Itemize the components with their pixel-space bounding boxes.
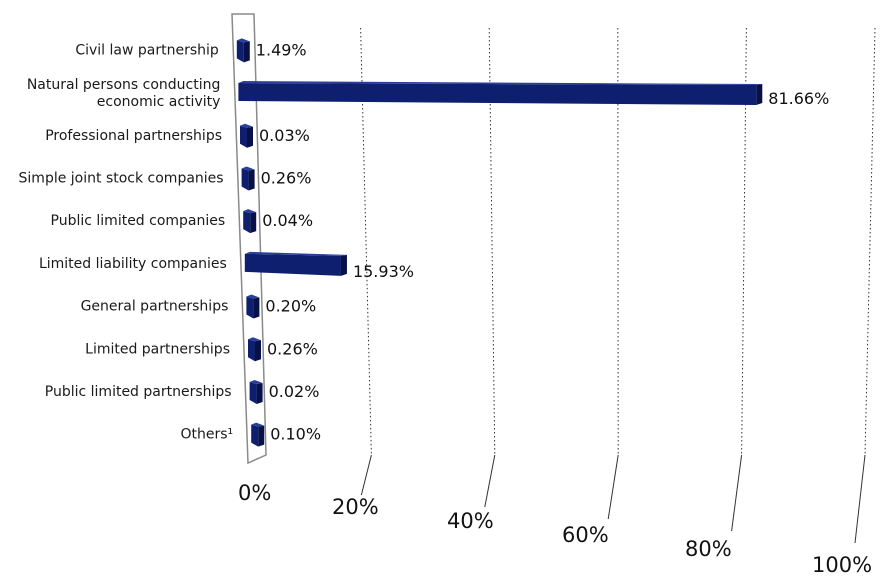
category-label: Others¹ <box>181 427 234 443</box>
category-label: Natural persons conducting economic activ… <box>27 77 221 110</box>
x-tick-label: 20% <box>332 495 379 519</box>
value-label: 0.10% <box>270 425 321 444</box>
floor-tick <box>731 454 743 532</box>
value-label: 0.04% <box>262 211 313 230</box>
gridlines <box>360 27 876 544</box>
value-label: 1.49% <box>256 40 307 59</box>
value-label: 81.66% <box>768 89 829 108</box>
floor-tick <box>360 454 372 496</box>
bar <box>238 83 757 106</box>
value-label: 15.93% <box>353 262 414 281</box>
category-label-line: Public limited partnerships <box>45 384 232 400</box>
bar <box>236 40 244 63</box>
value-label: 0.26% <box>261 168 312 187</box>
category-label: Limited liability companies <box>39 256 227 272</box>
category-label-line: General partnerships <box>81 299 229 315</box>
bar-end-face <box>340 254 347 276</box>
floor-tick <box>854 454 866 544</box>
category-label-line: Simple joint stock companies <box>19 170 224 186</box>
bar-top-face <box>249 379 263 384</box>
bar-end-face <box>756 84 763 106</box>
bar-top-face <box>241 166 255 171</box>
bar-top-face <box>248 337 261 342</box>
bar-end-face <box>256 382 263 404</box>
back-wall <box>231 13 267 465</box>
category-label: Simple joint stock companies <box>19 170 224 186</box>
x-tick-label: 40% <box>447 509 494 533</box>
floor-tick <box>484 454 496 508</box>
bar-top-face <box>251 422 265 427</box>
x-tick-label: 100% <box>812 553 872 577</box>
bar-end-face <box>250 212 257 234</box>
bar-top-face <box>236 38 250 43</box>
x-tick-label: 80% <box>685 537 732 561</box>
value-label: 0.03% <box>259 126 310 145</box>
bar <box>246 296 254 319</box>
bar <box>248 339 255 362</box>
category-label-line: economic activity <box>97 94 221 110</box>
bar-top-face <box>244 251 347 256</box>
bar <box>249 381 257 404</box>
bar-end-face <box>248 169 255 191</box>
bar-end-face <box>247 126 253 148</box>
back-wall-outline <box>231 13 267 465</box>
bars <box>236 38 763 447</box>
value-label: 0.02% <box>269 382 320 401</box>
value-label: 0.20% <box>265 297 316 316</box>
category-label-line: Limited liability companies <box>39 256 227 272</box>
category-label: Civil law partnership <box>75 42 219 58</box>
category-label: Limited partnerships <box>85 341 230 357</box>
category-label: Public limited companies <box>51 213 226 229</box>
bar-end-face <box>255 340 261 362</box>
floor-tick <box>607 454 619 520</box>
category-label-line: Public limited companies <box>51 213 226 229</box>
bar-top-face <box>243 209 257 214</box>
value-label: 0.26% <box>267 339 318 358</box>
category-label-line: Civil law partnership <box>75 42 219 58</box>
category-label: Professional partnerships <box>45 128 222 144</box>
category-label-line: Professional partnerships <box>45 128 222 144</box>
bar-end-face <box>258 425 265 447</box>
value-labels: 1.49% 81.66% 0.03% 0.26% 0.04% 15.93% 0.20% 0.2… <box>256 40 830 443</box>
bar-top-face <box>240 123 253 128</box>
bar <box>243 211 251 234</box>
bar <box>240 125 247 148</box>
category-label-line: Limited partnerships <box>85 341 230 357</box>
x-tick-label: 60% <box>562 523 609 547</box>
x-axis-tick-labels: 0% 20% 40% 60% 80% 100% <box>238 481 872 577</box>
bar <box>244 253 341 276</box>
bar-top-face <box>246 294 260 299</box>
bar-top-face <box>238 81 763 86</box>
category-label-line: Natural persons conducting <box>27 77 221 93</box>
bar-end-face <box>253 297 260 319</box>
gridline <box>864 27 876 456</box>
category-label-line: Others¹ <box>181 427 234 443</box>
category-label: General partnerships <box>81 299 229 315</box>
category-label: Public limited partnerships <box>45 384 232 400</box>
x-tick-label: 0% <box>238 481 271 505</box>
bar-end-face <box>243 41 250 63</box>
bar <box>251 424 259 447</box>
category-labels: Civil law partnership Natural persons con… <box>19 42 234 442</box>
bar <box>241 168 249 191</box>
